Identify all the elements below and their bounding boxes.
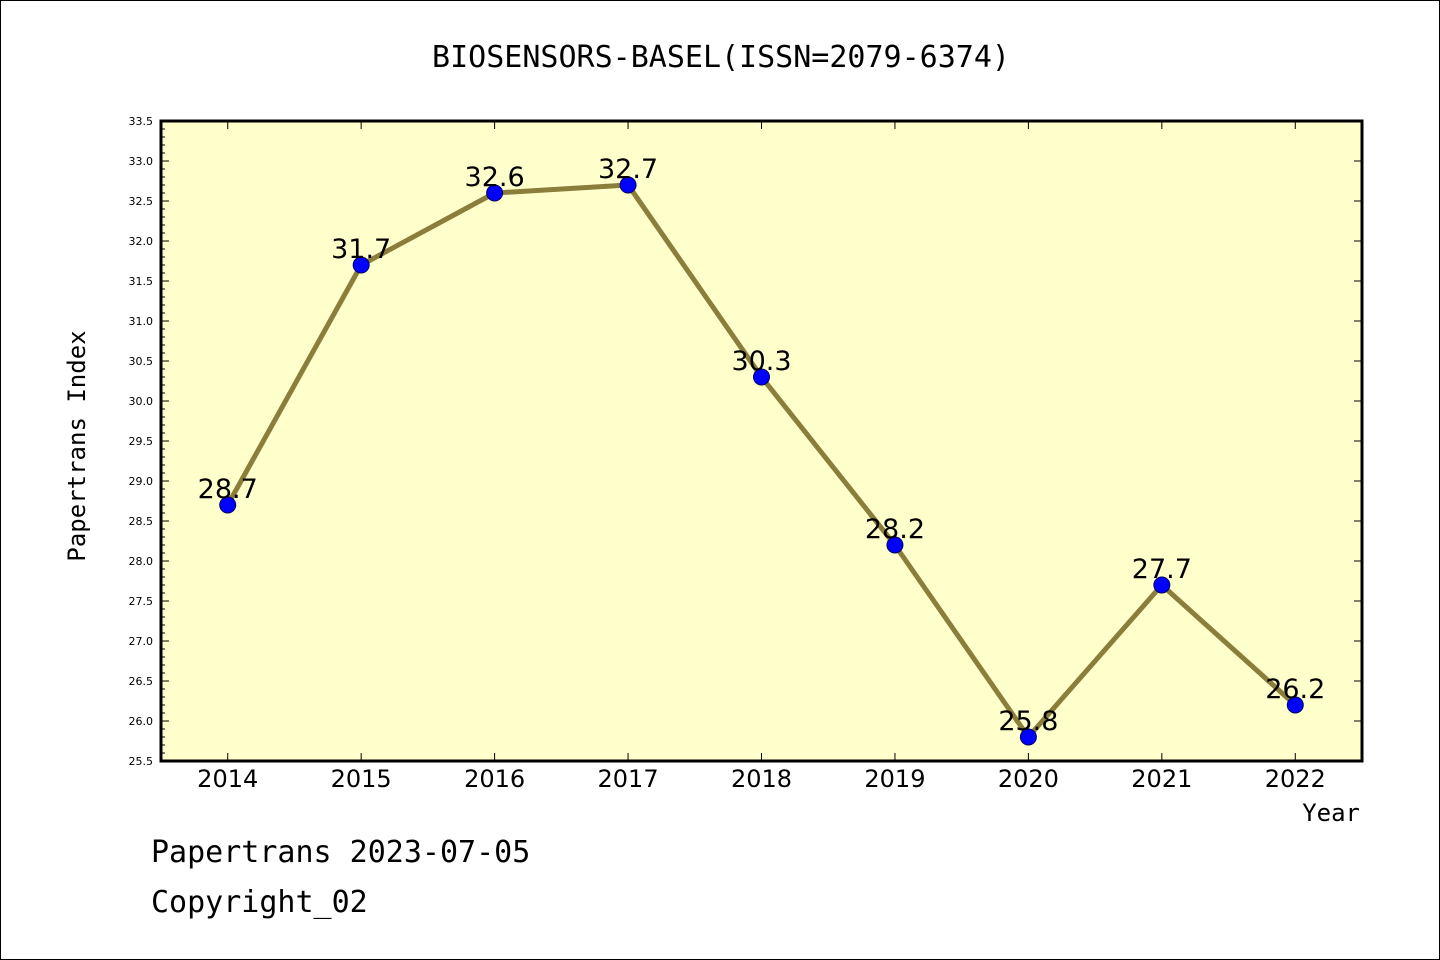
y-tick-label: 27.5 (129, 595, 154, 608)
data-label: 30.3 (731, 346, 791, 377)
y-tick-label: 33.0 (129, 155, 154, 168)
x-tick-label: 2022 (1265, 765, 1326, 793)
y-tick-label: 30.5 (129, 355, 154, 368)
data-label: 27.7 (1132, 554, 1192, 585)
data-label: 28.2 (865, 514, 925, 545)
data-point (886, 536, 904, 554)
data-label: 32.7 (598, 154, 658, 185)
y-axis: 25.5 26.0 26.5 27.0 27.5 28.0 28.5 29.0 29.5 30.0… (129, 115, 1362, 768)
data-point (352, 256, 370, 274)
footer-date: Papertrans 2023-07-05 (151, 835, 531, 870)
data-point (619, 176, 637, 194)
y-tick-label: 29.5 (129, 435, 154, 448)
data-point (753, 368, 770, 386)
data-point (1286, 696, 1304, 714)
data-label: 25.8 (998, 706, 1058, 737)
data-label: 32.6 (465, 162, 525, 193)
x-tick-label: 2015 (331, 765, 392, 793)
y-tick-label: 32.5 (129, 195, 154, 208)
data-point (1019, 728, 1037, 746)
x-tick-label: 2020 (998, 765, 1059, 793)
footer-copyright: Copyright_02 (151, 885, 368, 920)
y-tick-label: 33.5 (129, 115, 154, 128)
data-label: 28.7 (198, 474, 258, 505)
y-tick-label: 25.5 (129, 755, 154, 768)
y-tick-label: 28.5 (129, 515, 154, 528)
data-point (486, 184, 504, 202)
data-point (219, 496, 237, 514)
x-tick-label: 2019 (864, 765, 925, 793)
x-tick-label: 2018 (731, 765, 792, 793)
data-label: 31.7 (331, 234, 391, 265)
series: 28.7 31.7 32.6 32.7 30.3 28.2 25.8 27.7 26.2 (198, 154, 1325, 746)
x-tick-label: 2014 (197, 765, 258, 793)
plot-area (159, 119, 1364, 763)
y-tick-label: 28.0 (129, 555, 154, 568)
y-tick-label: 30.0 (129, 395, 154, 408)
x-axis-label: Year (1302, 799, 1360, 827)
data-point (1153, 576, 1171, 594)
x-axis: 2014 2015 2016 2017 2018 2019 2020 2021 2022 (197, 121, 1326, 793)
x-tick-label: 2017 (598, 765, 659, 793)
y-tick-label: 27.0 (129, 635, 154, 648)
y-tick-label: 29.0 (129, 475, 154, 488)
data-label: 26.2 (1265, 674, 1325, 705)
y-axis-label: Papertrans Index (63, 330, 91, 561)
y-tick-label: 31.5 (129, 275, 154, 288)
x-tick-label: 2021 (1131, 765, 1192, 793)
y-tick-label: 31.0 (129, 315, 154, 328)
y-tick-label: 26.0 (129, 715, 154, 728)
y-tick-label: 32.0 (129, 235, 154, 248)
x-tick-label: 2016 (464, 765, 525, 793)
y-tick-label: 26.5 (129, 675, 154, 688)
chart-title: BIOSENSORS-BASEL(ISSN=2079-6374) (432, 40, 1010, 75)
